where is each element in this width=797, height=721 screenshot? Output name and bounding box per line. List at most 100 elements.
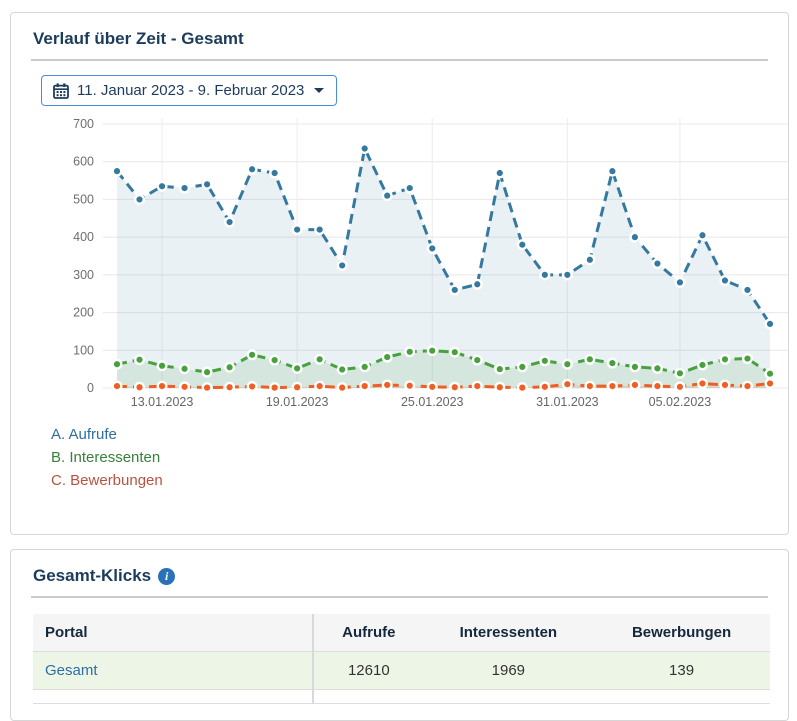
data-point[interactable] xyxy=(224,381,236,393)
data-point[interactable] xyxy=(719,379,731,391)
data-point[interactable] xyxy=(651,258,663,270)
data-point[interactable] xyxy=(606,357,618,369)
data-point[interactable] xyxy=(179,363,191,375)
data-point[interactable] xyxy=(449,284,461,296)
data-point[interactable] xyxy=(224,216,236,228)
column-header-portal: Portal xyxy=(33,614,315,652)
data-point[interactable] xyxy=(471,354,483,366)
data-point[interactable] xyxy=(494,381,506,393)
data-point[interactable] xyxy=(696,229,708,241)
data-point[interactable] xyxy=(516,239,528,251)
data-point[interactable] xyxy=(179,381,191,393)
data-point[interactable] xyxy=(246,349,258,361)
data-point[interactable] xyxy=(156,360,168,372)
data-point[interactable] xyxy=(764,368,776,380)
data-point[interactable] xyxy=(741,353,753,365)
data-point[interactable] xyxy=(539,355,551,367)
data-point[interactable] xyxy=(224,361,236,373)
data-point[interactable] xyxy=(764,377,776,389)
data-point[interactable] xyxy=(719,275,731,287)
gesamt-link[interactable]: Gesamt xyxy=(45,662,98,679)
data-point[interactable] xyxy=(516,382,528,394)
data-point[interactable] xyxy=(381,379,393,391)
data-point[interactable] xyxy=(291,224,303,236)
data-point[interactable] xyxy=(539,269,551,281)
data-point[interactable] xyxy=(381,190,393,202)
data-point[interactable] xyxy=(629,361,641,373)
data-point[interactable] xyxy=(629,379,641,391)
data-point[interactable] xyxy=(134,381,146,393)
verlauf-title-text: Verlauf über Zeit - Gesamt xyxy=(33,29,244,48)
data-point[interactable] xyxy=(314,224,326,236)
data-point[interactable] xyxy=(404,182,416,194)
data-point[interactable] xyxy=(201,382,213,394)
data-point[interactable] xyxy=(201,178,213,190)
data-point[interactable] xyxy=(629,231,641,243)
data-point[interactable] xyxy=(179,182,191,194)
time-series-chart[interactable]: 0 100 200 300 400 500 600 700 13.01.2023 19.01.20… xyxy=(45,114,788,421)
data-point[interactable] xyxy=(381,351,393,363)
data-point[interactable] xyxy=(111,358,123,370)
data-point[interactable] xyxy=(359,143,371,155)
data-point[interactable] xyxy=(674,367,686,379)
data-point[interactable] xyxy=(674,276,686,288)
data-point[interactable] xyxy=(426,242,438,254)
data-point[interactable] xyxy=(696,377,708,389)
card-divider xyxy=(31,596,768,598)
data-point[interactable] xyxy=(584,353,596,365)
data-point[interactable] xyxy=(336,364,348,376)
data-point[interactable] xyxy=(516,361,528,373)
data-point[interactable] xyxy=(539,381,551,393)
data-point[interactable] xyxy=(359,380,371,392)
data-point[interactable] xyxy=(201,366,213,378)
data-point[interactable] xyxy=(674,381,686,393)
data-point[interactable] xyxy=(404,380,416,392)
data-point[interactable] xyxy=(246,163,258,175)
data-point[interactable] xyxy=(651,362,663,374)
data-point[interactable] xyxy=(561,358,573,370)
data-point[interactable] xyxy=(561,269,573,281)
data-point[interactable] xyxy=(336,382,348,394)
data-point[interactable] xyxy=(359,361,371,373)
data-point[interactable] xyxy=(741,380,753,392)
data-point[interactable] xyxy=(764,318,776,330)
data-point[interactable] xyxy=(314,380,326,392)
data-point[interactable] xyxy=(314,353,326,365)
data-point[interactable] xyxy=(134,193,146,205)
date-range-button[interactable]: 11. Januar 2023 - 9. Februar 2023 xyxy=(41,75,338,106)
data-point[interactable] xyxy=(134,354,146,366)
data-point[interactable] xyxy=(111,165,123,177)
info-icon[interactable]: i xyxy=(158,567,176,585)
data-point[interactable] xyxy=(291,381,303,393)
data-point[interactable] xyxy=(156,380,168,392)
data-point[interactable] xyxy=(741,284,753,296)
data-point[interactable] xyxy=(269,354,281,366)
data-point[interactable] xyxy=(449,381,461,393)
data-point[interactable] xyxy=(269,382,281,394)
data-point[interactable] xyxy=(471,278,483,290)
data-point[interactable] xyxy=(561,378,573,390)
data-point[interactable] xyxy=(449,346,461,358)
line-chart-svg: 0 100 200 300 400 500 600 700 13.01.2023 19.01.20… xyxy=(73,117,788,409)
data-point[interactable] xyxy=(246,380,258,392)
data-point[interactable] xyxy=(111,380,123,392)
interessenten-cell: 1969 xyxy=(423,651,594,690)
data-point[interactable] xyxy=(606,380,618,392)
data-point[interactable] xyxy=(696,359,708,371)
series-area xyxy=(117,148,770,388)
data-point[interactable] xyxy=(719,353,731,365)
data-point[interactable] xyxy=(584,254,596,266)
data-point[interactable] xyxy=(336,259,348,271)
data-point[interactable] xyxy=(471,380,483,392)
data-point[interactable] xyxy=(404,346,416,358)
data-point[interactable] xyxy=(156,180,168,192)
data-point[interactable] xyxy=(426,381,438,393)
data-point[interactable] xyxy=(291,362,303,374)
data-point[interactable] xyxy=(269,167,281,179)
data-point[interactable] xyxy=(606,165,618,177)
data-point[interactable] xyxy=(426,345,438,357)
data-point[interactable] xyxy=(651,380,663,392)
data-point[interactable] xyxy=(494,363,506,375)
data-point[interactable] xyxy=(494,167,506,179)
data-point[interactable] xyxy=(584,380,596,392)
